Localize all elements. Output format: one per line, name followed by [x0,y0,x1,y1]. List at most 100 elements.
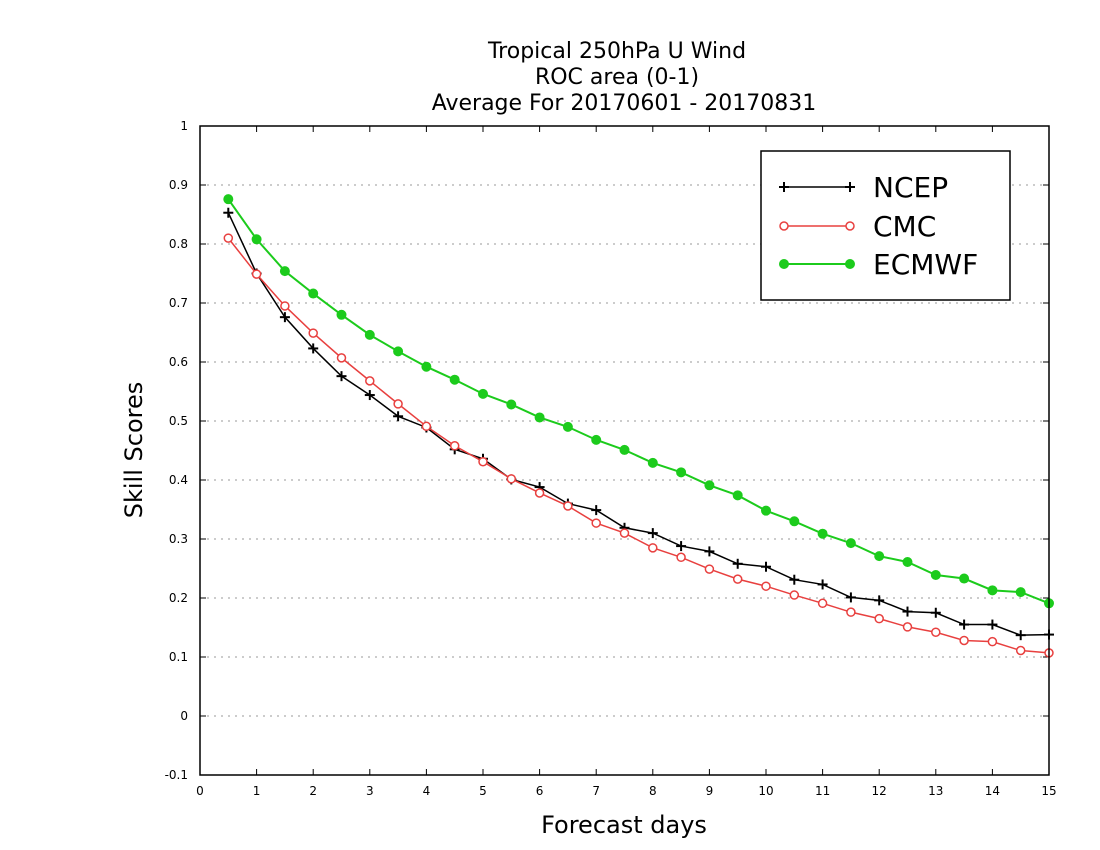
data-point-cmc [704,564,715,574]
series-ecmwf [223,194,1054,609]
data-point-ecmwf [251,234,262,245]
data-point-cmc [449,441,460,451]
data-point-cmc [251,269,262,279]
data-point-cmc [563,501,573,511]
data-point-ecmwf [364,329,375,340]
series-line-cmc [227,237,1050,654]
data-point-ncep [761,561,771,572]
data-point-ecmwf [478,388,488,399]
data-point-cmc [421,421,432,432]
data-point-cmc [534,488,545,498]
data-point-ecmwf [704,480,715,491]
title-line-2: ROC area (0-1) [535,65,699,90]
legend-marker-ncep [779,182,789,192]
x-tick-label: 9 [706,784,714,798]
data-point-ecmwf [279,266,290,277]
x-tick-label: 6 [536,784,544,798]
data-point-cmc [591,518,601,528]
x-tick-label: 13 [928,784,943,798]
data-point-ecmwf [534,412,545,423]
data-point-ncep [817,579,828,590]
legend-label-cmc: CMC [873,210,936,243]
x-tick-label: 2 [309,784,317,798]
legend-marker-ecmwf [779,259,789,269]
data-point-ncep [308,343,319,354]
data-point-ecmwf [732,490,743,501]
data-point-cmc [732,574,743,584]
data-point-ncep [789,574,800,585]
y-tick-label: 0 [180,709,188,723]
y-tick-label: 0.1 [169,650,188,664]
data-point-cmc [393,399,403,409]
axis-ticks: -0.100.10.20.30.40.50.60.70.80.910 1 2 3 4 5 6… [165,119,1057,798]
y-tick-label: 0.2 [169,591,188,605]
data-point-ncep [732,558,743,569]
legend-item-ncep: NCEP [779,171,948,204]
data-point-ecmwf [874,551,885,562]
data-point-cmc [223,233,234,243]
data-point-cmc [817,598,828,609]
data-point-ncep [676,541,687,552]
x-tick-label: 3 [366,784,374,798]
y-tick-label: 1 [180,119,188,133]
data-point-ecmwf [562,421,573,432]
data-point-ncep [959,619,970,630]
data-point-ecmwf [845,538,856,549]
series-line-ecmwf [227,198,1050,605]
plot-series [223,194,1054,658]
legend-item-ecmwf: ECMWF [779,248,978,281]
data-point-ncep [845,592,856,603]
y-tick-label: 0.7 [169,296,188,310]
x-tick-label: 10 [758,784,773,798]
legend-label-ncep: NCEP [873,171,948,204]
data-point-ecmwf [336,309,347,320]
data-point-cmc [619,528,630,538]
y-tick-label: 0.5 [169,414,188,428]
data-point-ecmwf [817,528,828,539]
data-point-ecmwf [761,505,771,516]
data-point-ecmwf [789,516,800,527]
data-point-ncep [279,312,290,323]
data-point-cmc [959,635,969,646]
data-point-ecmwf [619,444,630,455]
data-point-cmc [987,636,998,647]
data-point-ecmwf [930,569,941,580]
data-point-ncep [704,546,715,557]
data-point-ecmwf [902,557,913,568]
data-point-cmc [365,376,375,386]
data-point-cmc [308,328,318,338]
series-cmc [223,233,1054,658]
data-point-ecmwf [647,457,658,468]
data-point-cmc [280,301,290,311]
data-point-ecmwf [308,288,319,299]
plot-frame [199,125,1050,776]
x-tick-label: 0 [196,784,204,798]
data-point-ecmwf [987,585,998,596]
data-point-ecmwf [449,374,460,385]
title-line-1: Tropical 250hPa U Wind [487,39,746,64]
data-point-ncep [591,505,602,516]
y-tick-label: 0.6 [169,355,188,369]
data-point-ecmwf [223,194,234,205]
data-point-cmc [478,456,488,467]
legend-marker-cmc [845,221,855,231]
chart-title: Tropical 250hPa U Wind ROC area (0-1) Av… [432,39,817,116]
y-tick-label: 0.8 [169,237,188,251]
y-axis-label: Skill Scores [120,382,148,519]
y-tick-label: 0.4 [169,473,188,487]
data-point-ncep [393,411,404,422]
data-point-ncep [930,607,941,618]
data-point-cmc [336,353,347,363]
data-point-cmc [648,543,658,553]
x-tick-label: 7 [592,784,600,798]
y-tick-label: 0.3 [169,532,188,546]
x-tick-label: 4 [423,784,431,798]
y-tick-label: -0.1 [165,768,188,782]
data-point-cmc [761,581,771,591]
legend-item-cmc: CMC [779,210,936,243]
data-point-ncep [336,371,347,382]
x-axis-label: Forecast days [541,811,707,839]
data-point-ncep [987,619,998,630]
data-point-cmc [1015,645,1026,656]
